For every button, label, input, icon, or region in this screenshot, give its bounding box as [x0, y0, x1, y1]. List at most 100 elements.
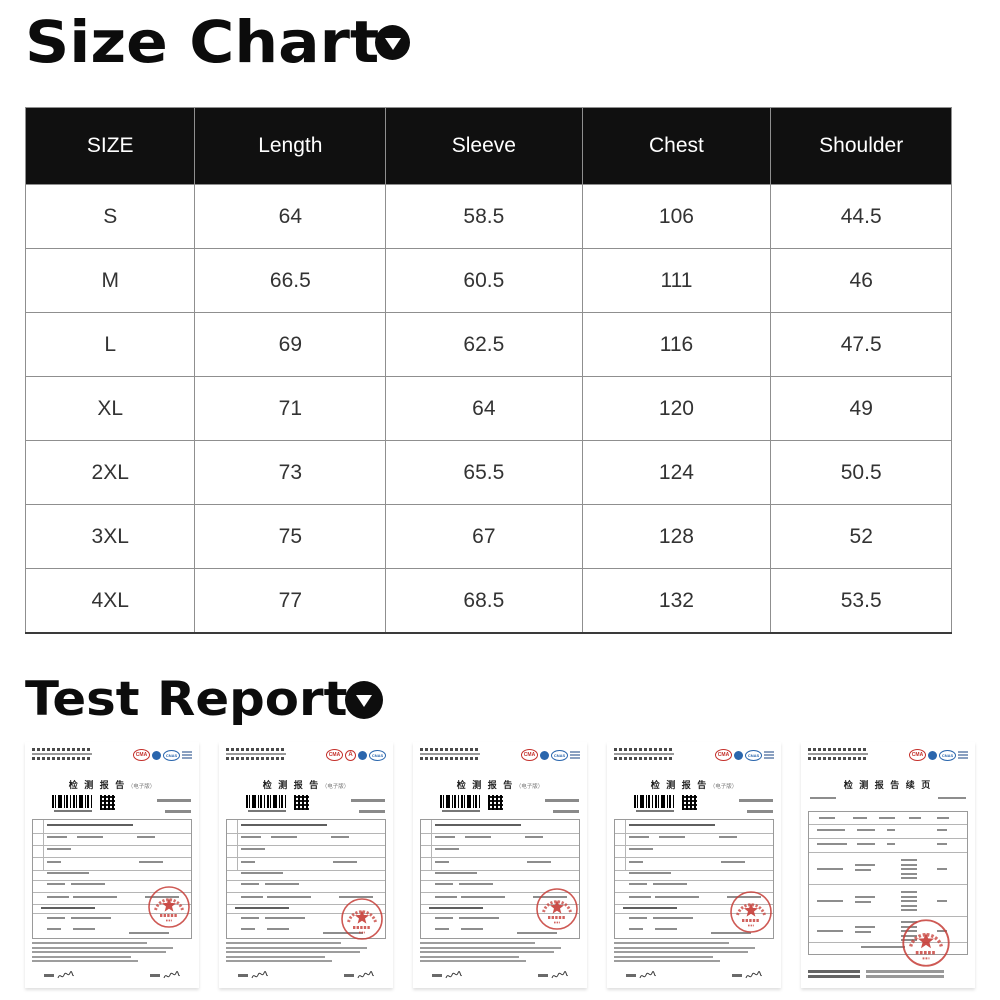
text-line: [655, 896, 699, 898]
text-line: [653, 917, 693, 919]
text-line: [47, 872, 89, 874]
text-line: [241, 861, 255, 863]
test-report-certificate-4[interactable]: CMA CNAS 检 测 报 告 （电子版）: [607, 742, 781, 988]
text-line: [819, 817, 835, 819]
text-line: [857, 829, 875, 831]
table-rule: [809, 884, 967, 885]
notes-block: [614, 942, 774, 962]
text-line: [77, 836, 103, 838]
measurement-value: 62.5: [385, 312, 583, 377]
measurement-value: 69: [194, 312, 387, 377]
cma-logo-icon: CMA: [133, 749, 150, 761]
text-line: [241, 848, 265, 850]
table-rule: [227, 857, 385, 858]
certificate-title-text: 检 测 报 告: [68, 780, 127, 790]
text-line: [32, 960, 138, 962]
measurement-value: 46: [770, 248, 952, 313]
test-report-certificate-5[interactable]: CMA CNAS 检 测 报 告 续 页: [801, 742, 975, 988]
size-chart-section-header[interactable]: Size Chart: [25, 8, 411, 76]
text-line: [901, 868, 917, 870]
text-line: [614, 757, 674, 760]
barcode-icon: [440, 795, 482, 808]
text-line: [248, 810, 286, 812]
text-line: [629, 883, 647, 885]
measurement-value: 53.5: [770, 568, 952, 634]
signature-mark: [357, 967, 374, 985]
text-line: [47, 883, 65, 885]
text-line: [764, 750, 774, 753]
barcode-icon: [634, 795, 676, 808]
size-label: XL: [24, 376, 196, 441]
logo-row: CMA CNAS: [677, 747, 774, 761]
signature-mark: [745, 967, 762, 985]
size-table-header-row: SIZE Length Sleeve Chest Shoulder: [24, 107, 952, 185]
certificate-header: CMA A CNAS: [226, 747, 386, 771]
size-row-xl: XL 71 64 120 49: [24, 376, 952, 441]
size-label: 2XL: [24, 440, 196, 505]
size-table-body: S 64 58.5 106 44.5 M 66.5 60.5 111 46 L 69 62.5 116 47…: [24, 184, 952, 634]
signature-mark: [57, 967, 74, 985]
text-line: [420, 942, 536, 944]
text-line: [636, 810, 674, 812]
text-line: [866, 970, 944, 973]
measurement-value: 60.5: [385, 248, 583, 313]
accreditation-dot-icon: [152, 750, 161, 760]
text-line: [958, 750, 968, 753]
text-line: [137, 836, 155, 838]
text-line: [855, 896, 875, 898]
text-line: [241, 917, 259, 919]
text-line: [855, 869, 871, 871]
text-line: [435, 928, 449, 930]
text-line: [855, 901, 871, 903]
text-line: [808, 970, 860, 973]
report-info-table: [420, 819, 580, 939]
caret-down-icon[interactable]: [375, 24, 411, 60]
barcode-icon: [246, 795, 288, 808]
text-line: [331, 836, 349, 838]
text-line: [721, 861, 745, 863]
text-line: [241, 896, 263, 898]
accreditation-dot-icon: [540, 750, 549, 760]
size-row-4xl: 4XL 77 68.5 132 53.5: [24, 568, 952, 634]
text-line: [901, 939, 917, 941]
text-line: [435, 872, 477, 874]
text-line: [614, 951, 749, 953]
text-line: [73, 896, 117, 898]
text-line: [32, 955, 132, 958]
measurement-value: 49: [770, 376, 952, 441]
table-rule: [33, 892, 191, 893]
text-line: [570, 750, 580, 753]
qr-code-icon: [488, 795, 503, 810]
text-line: [887, 843, 895, 845]
logo-caption-text: [958, 750, 968, 760]
column-header-chest: Chest: [581, 107, 772, 185]
code-row: [420, 795, 580, 817]
size-label: M: [24, 248, 196, 313]
accreditation-dot-icon: [734, 750, 743, 760]
text-line: [432, 974, 442, 977]
caret-down-icon[interactable]: [345, 680, 384, 719]
table-rule: [615, 833, 773, 834]
text-line: [817, 900, 843, 902]
logo-row: CMA CNAS: [95, 747, 192, 761]
signature-row: [226, 965, 386, 985]
size-row-l: L 69 62.5 116 47.5: [24, 312, 952, 377]
text-line: [435, 848, 459, 850]
test-report-section-header[interactable]: Test Report: [25, 672, 384, 727]
cnas-logo-icon: CNAS: [939, 749, 956, 761]
text-line: [937, 868, 947, 870]
text-line: [442, 810, 480, 812]
text-line: [808, 975, 860, 978]
test-report-title: Test Report: [25, 672, 348, 727]
text-line: [435, 883, 453, 885]
test-report-certificate-1[interactable]: CMA CNAS 检 测 报 告 （电子版）: [25, 742, 199, 988]
text-line: [47, 917, 65, 919]
text-line: [344, 974, 354, 977]
text-line: [570, 756, 580, 759]
test-report-certificate-2[interactable]: CMA A CNAS 检 测 报 告 （电子版）: [219, 742, 393, 988]
cma-logo-icon: CMA: [715, 749, 732, 761]
text-line: [614, 942, 730, 944]
text-line: [629, 917, 647, 919]
test-report-certificate-3[interactable]: CMA CNAS 检 测 报 告 （电子版）: [413, 742, 587, 988]
certificate-header: CMA CNAS: [614, 747, 774, 771]
